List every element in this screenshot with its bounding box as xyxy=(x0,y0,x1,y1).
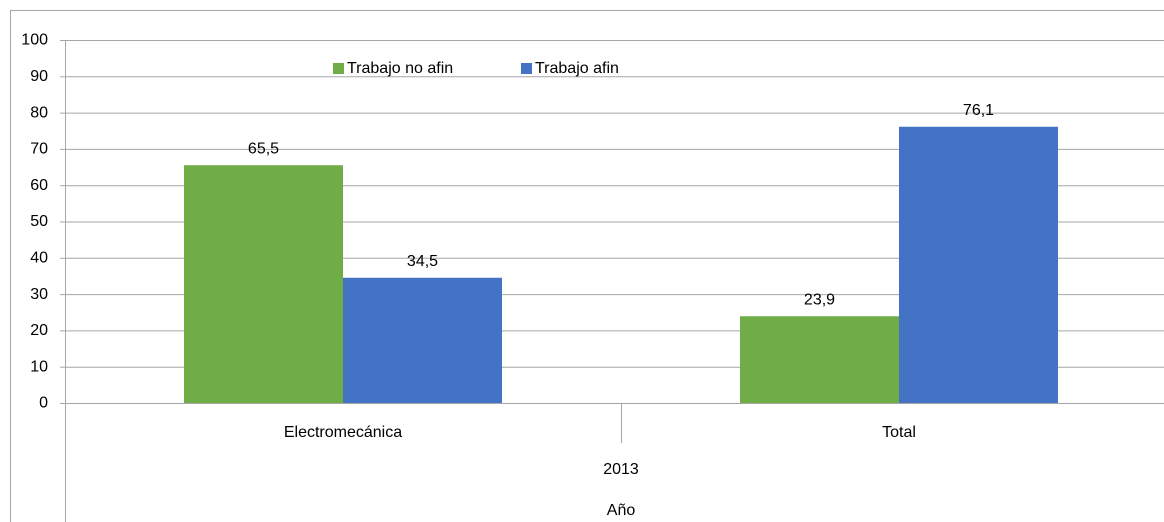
chart-border xyxy=(10,10,1164,522)
y-tick-label: 70 xyxy=(30,141,48,158)
legend-swatch xyxy=(521,63,532,74)
y-tick-label: 50 xyxy=(30,213,48,230)
y-tick-label: 0 xyxy=(39,395,48,412)
x-tick-label: Electromecánica xyxy=(284,424,402,441)
y-tick-label: 10 xyxy=(30,358,48,375)
x-axis-title: Año xyxy=(607,502,636,519)
y-tick-label: 30 xyxy=(30,286,48,303)
x-tick-label: Total xyxy=(882,424,916,441)
y-tick-label: 20 xyxy=(30,322,48,339)
y-tick-label: 40 xyxy=(30,250,48,267)
bar xyxy=(343,277,502,403)
bar xyxy=(740,316,899,403)
legend-swatch xyxy=(333,63,344,74)
data-label: 23,9 xyxy=(804,291,835,308)
x-group-label: 2013 xyxy=(603,461,639,478)
data-label: 34,5 xyxy=(407,253,438,270)
bar xyxy=(899,126,1058,403)
legend-label: Trabajo no afin xyxy=(347,60,453,77)
data-label: 65,5 xyxy=(248,140,279,157)
y-tick-label: 80 xyxy=(30,104,48,121)
y-tick-label: 90 xyxy=(30,68,48,85)
y-tick-label: 60 xyxy=(30,177,48,194)
data-label: 76,1 xyxy=(963,102,994,119)
bar xyxy=(184,165,343,403)
y-tick-label: 100 xyxy=(21,32,48,49)
legend-label: Trabajo afin xyxy=(535,60,619,77)
